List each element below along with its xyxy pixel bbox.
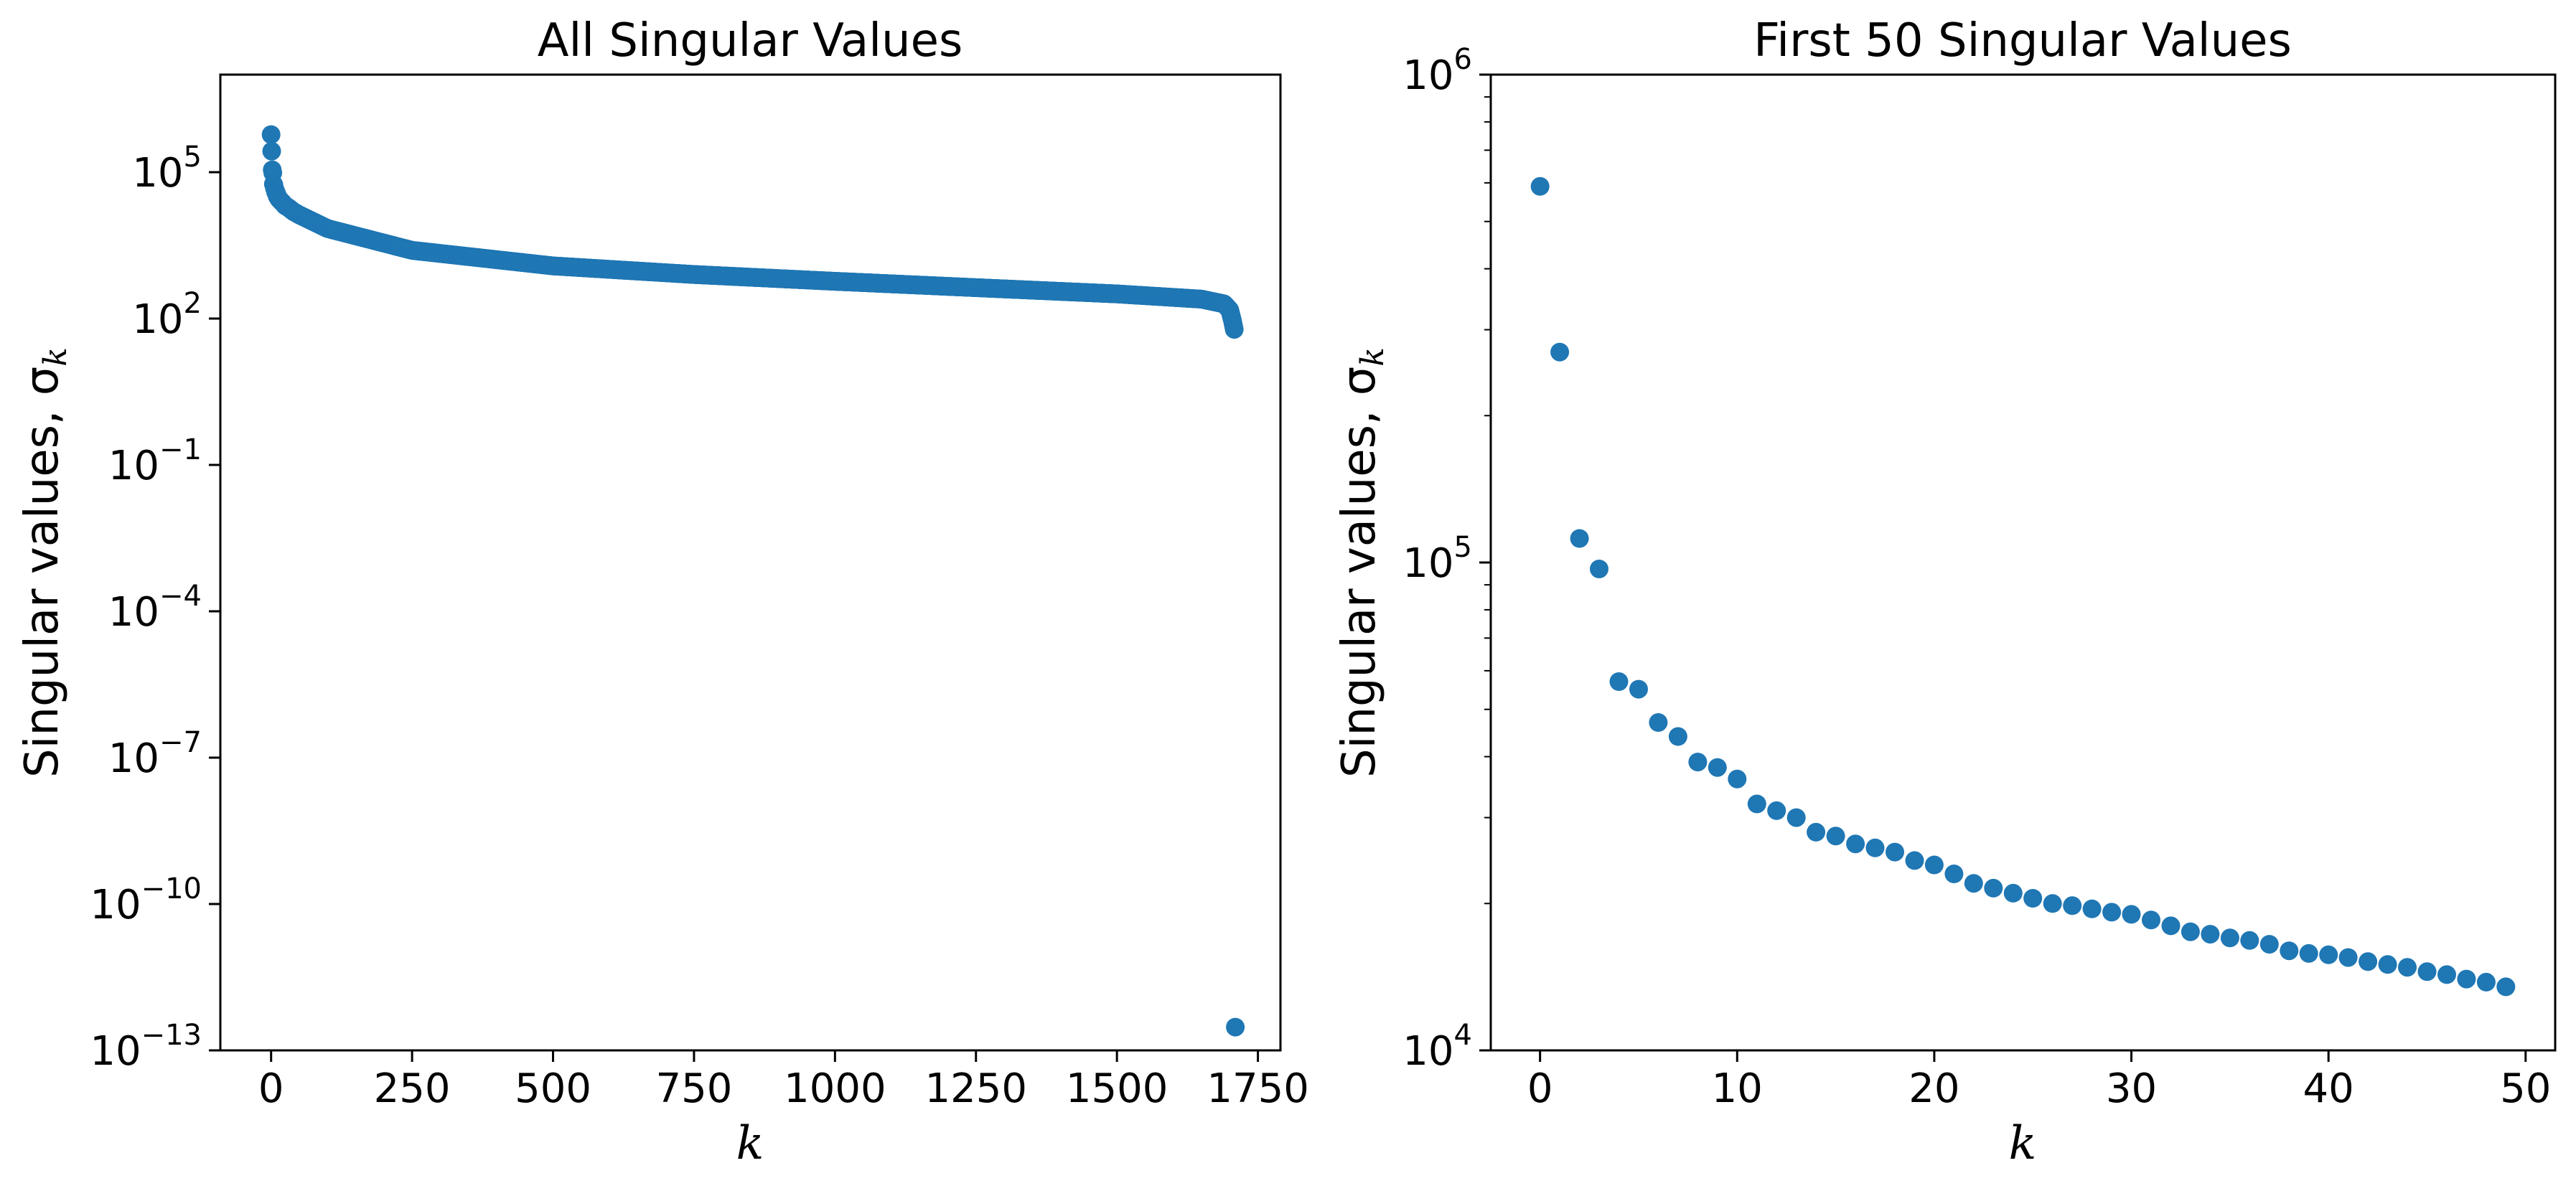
data-point: [1984, 878, 2003, 898]
data-point: [1629, 679, 1648, 699]
y-axis-label-main: Singular values, σ: [1333, 367, 1386, 778]
x-tick-label: 1250: [924, 1065, 1027, 1112]
data-point: [2161, 916, 2181, 936]
y-axis-label: Singular values, σk: [1333, 347, 1391, 778]
data-point: [262, 141, 281, 161]
data-point: [1668, 727, 1687, 746]
x-tick-label: 0: [1527, 1065, 1553, 1112]
data-point: [1224, 320, 1244, 339]
data-point: [2102, 903, 2122, 922]
data-point: [2003, 883, 2023, 903]
data-point: [2437, 965, 2456, 984]
data-point: [2201, 925, 2220, 944]
data-point: [1944, 865, 1964, 883]
x-tick-label: 50: [2500, 1065, 2551, 1112]
x-tick-label: 750: [655, 1065, 732, 1112]
data-point: [1747, 794, 1766, 814]
data-point: [261, 125, 281, 144]
data-point: [1226, 1017, 1245, 1037]
x-axis-ticks: 0 250 500 750 1000 1250 1500 1750: [258, 1050, 1309, 1112]
data-point: [2280, 941, 2299, 961]
data-point: [2359, 952, 2378, 971]
axes-frame: [1489, 73, 2557, 1052]
y-tick-label: 105: [132, 141, 202, 197]
x-axis-label: k: [736, 1117, 764, 1170]
data-point: [2319, 945, 2338, 964]
data-markers: [1530, 176, 2516, 997]
y-axis-label-main: Singular values, σ: [16, 367, 69, 778]
y-tick-label: 102: [132, 287, 202, 343]
data-point: [1728, 769, 1747, 788]
data-markers: [261, 125, 1245, 1037]
data-point: [1905, 851, 1924, 870]
data-point: [1964, 874, 1983, 893]
y-tick-label: 106: [1402, 43, 1472, 99]
x-tick-label: 20: [1908, 1065, 1959, 1112]
y-axis-label-subscript: k: [1354, 347, 1391, 367]
y-axis-label: Singular values, σk: [16, 347, 74, 778]
chart-title: First 50 Singular Values: [1753, 14, 2292, 67]
data-point: [2378, 955, 2397, 974]
y-tick-label: 104: [1402, 1019, 1472, 1075]
data-point: [1846, 834, 1865, 854]
data-point: [1609, 672, 1629, 691]
data-point: [1649, 713, 1668, 732]
x-axis-ticks: 0 10 20 30 40 50: [1527, 1050, 2551, 1112]
data-point: [1767, 801, 1786, 820]
data-point: [1688, 753, 1708, 772]
data-point: [1786, 808, 1806, 827]
y-tick-label: 105: [1402, 531, 1472, 587]
data-point: [2240, 931, 2259, 950]
data-point: [2496, 977, 2516, 997]
x-tick-label: 0: [258, 1065, 284, 1112]
data-point: [1550, 342, 1570, 362]
data-point: [2417, 962, 2437, 981]
data-point: [2338, 948, 2358, 967]
data-point: [2476, 972, 2496, 992]
data-point: [2259, 935, 2279, 954]
y-tick-label: 10−1: [108, 433, 202, 489]
data-point: [2122, 905, 2141, 924]
data-point: [1590, 560, 1608, 578]
x-tick-label: 1500: [1066, 1065, 1168, 1112]
chart-first-50-singular-values: First 50 Singular Values 0 10 20 30 40 50 104…: [1333, 14, 2557, 1170]
data-point: [2063, 896, 2082, 915]
data-point: [2082, 899, 2102, 918]
data-point: [1865, 838, 1885, 857]
data-point: [2043, 894, 2062, 913]
data-point: [2220, 928, 2239, 948]
x-axis-label: k: [2009, 1117, 2037, 1170]
data-point: [1826, 827, 1845, 846]
y-tick-label: 10−10: [90, 872, 202, 928]
x-tick-label: 30: [2106, 1065, 2157, 1112]
y-tick-label: 10−13: [90, 1019, 202, 1075]
data-point: [1570, 529, 1589, 548]
x-tick-label: 250: [374, 1065, 451, 1112]
data-point: [1807, 822, 1826, 842]
x-tick-label: 10: [1712, 1065, 1763, 1112]
data-point: [2181, 922, 2200, 941]
y-axis-ticks: 10−13 10−10 10−7 10−4 10−1 102 105: [90, 141, 220, 1075]
chart-all-singular-values: All Singular Values 0 250 500 750 1000 1250 15…: [16, 14, 1309, 1170]
data-point: [1708, 758, 1727, 777]
axes-frame: [219, 73, 1282, 1052]
data-point: [1924, 855, 1944, 875]
data-point: [2023, 889, 2043, 908]
data-point: [1530, 176, 1550, 196]
data-point: [2398, 958, 2417, 977]
y-tick-label: 10−4: [108, 580, 202, 636]
x-tick-label: 1750: [1207, 1065, 1309, 1112]
y-axis-ticks: 104 105 106: [1402, 43, 1491, 1075]
x-tick-label: 40: [2303, 1065, 2354, 1112]
x-tick-label: 1000: [784, 1065, 886, 1112]
data-point: [1886, 842, 1904, 862]
data-point: [2142, 910, 2160, 930]
x-tick-label: 500: [515, 1065, 591, 1112]
data-point: [2457, 969, 2476, 989]
data-point: [2299, 943, 2318, 963]
y-tick-label: 10−7: [108, 726, 202, 782]
y-axis-label-subscript: k: [37, 347, 74, 367]
chart-title: All Singular Values: [538, 14, 963, 67]
